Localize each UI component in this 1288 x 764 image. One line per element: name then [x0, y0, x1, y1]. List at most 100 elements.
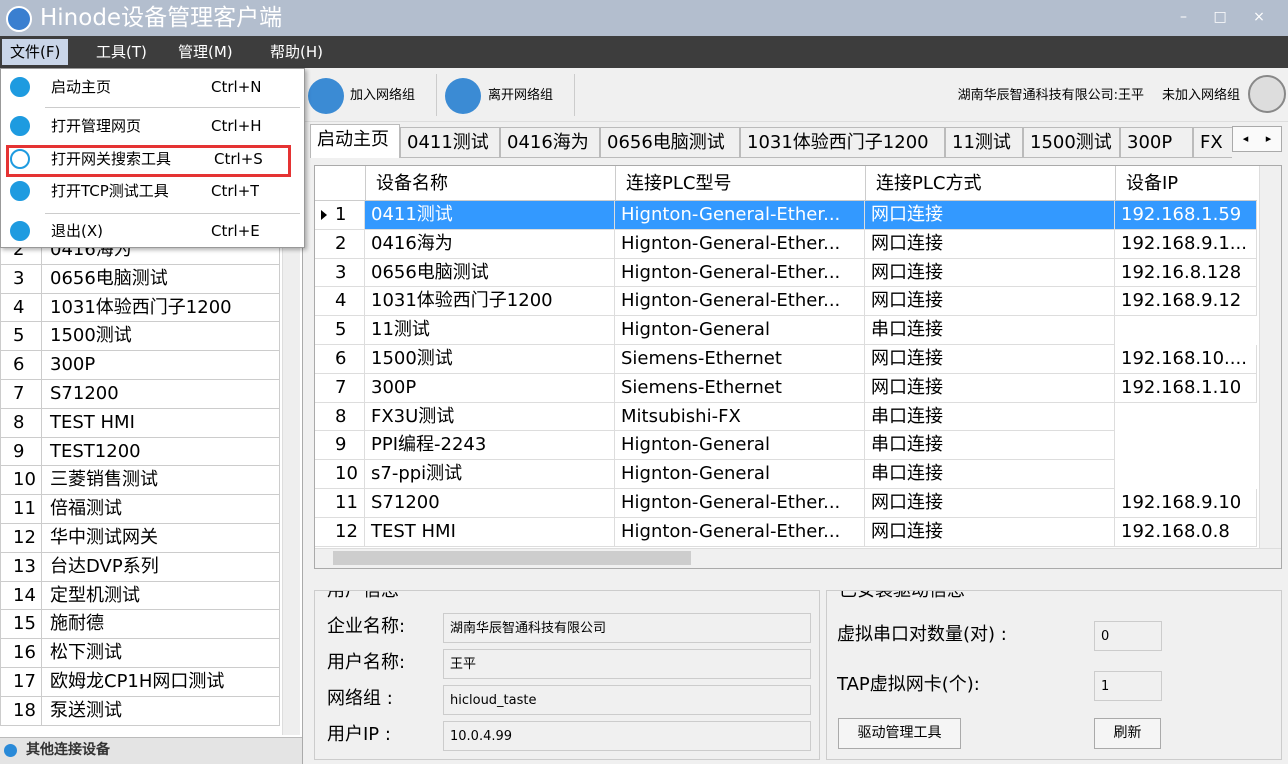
device-name[interactable]: S71200 [42, 380, 280, 409]
tab[interactable]: 1500测试 [1023, 127, 1120, 158]
table-cell[interactable]: Siemens-Ethernet [615, 345, 865, 374]
table-cell[interactable]: Hignton-General [615, 431, 865, 461]
device-name[interactable]: 1500测试 [42, 322, 280, 352]
table-cell[interactable]: 网口连接 [865, 517, 1115, 547]
table-cell[interactable]: 网口连接 [865, 258, 1115, 288]
row-number[interactable]: 10 [315, 460, 365, 489]
device-name[interactable]: 欧姆龙CP1H网口测试 [42, 668, 280, 697]
menu-item-shortcut[interactable]: Ctrl+H [211, 117, 262, 135]
device-name[interactable]: 300P [42, 351, 280, 380]
device-name[interactable]: 松下测试 [42, 639, 280, 668]
row-number[interactable]: 8 [315, 402, 365, 432]
menu-item[interactable]: 管理(M) [178, 43, 233, 61]
row-number[interactable]: 11 [315, 489, 365, 518]
menu-item-label[interactable]: 打开TCP测试工具 [51, 182, 169, 200]
table-cell[interactable]: Hignton-General [615, 460, 865, 489]
menu-item[interactable]: 文件(F) [2, 39, 69, 65]
table-cell[interactable]: Siemens-Ethernet [615, 373, 865, 403]
button[interactable]: 刷新 [1094, 718, 1161, 749]
menu-item-label[interactable]: 打开管理网页 [51, 117, 142, 135]
table-cell[interactable]: 192.168.9.12 [1115, 287, 1257, 317]
table-cell[interactable]: 网口连接 [865, 287, 1115, 317]
tab[interactable]: FX [1193, 127, 1232, 158]
row-number[interactable]: 1 [315, 201, 365, 230]
table-cell[interactable]: 0656电脑测试 [365, 258, 615, 288]
table-cell[interactable]: 网口连接 [865, 373, 1115, 403]
table-cell[interactable]: 0416海为 [365, 229, 615, 259]
menu-item-shortcut[interactable]: Ctrl+N [211, 78, 262, 96]
table-cell[interactable]: 网口连接 [865, 229, 1115, 259]
button[interactable]: 驱动管理工具 [838, 718, 961, 749]
table-cell[interactable]: 串口连接 [865, 460, 1115, 489]
table-cell[interactable]: 300P [365, 373, 615, 403]
table-cell[interactable]: 串口连接 [865, 316, 1115, 345]
table-cell[interactable]: Hignton-General-Ether... [615, 201, 865, 230]
device-name[interactable]: 华中测试网关 [42, 524, 280, 553]
table-cell[interactable]: FX3U测试 [365, 402, 615, 432]
device-name[interactable]: 泵送测试 [42, 696, 280, 726]
menu-item-label[interactable]: 启动主页 [51, 78, 112, 96]
menu-item-shortcut[interactable]: Ctrl+S [214, 150, 263, 168]
table-cell[interactable]: 11测试 [365, 316, 615, 345]
table-cell[interactable]: Mitsubishi-FX [615, 402, 865, 432]
device-name[interactable]: TEST HMI [42, 408, 280, 438]
table-cell[interactable]: 192.168.9.1... [1115, 229, 1257, 259]
row-number[interactable]: 2 [315, 229, 365, 259]
tab[interactable]: 11测试 [945, 127, 1023, 158]
tab[interactable]: 300P [1120, 127, 1193, 158]
row-number[interactable]: 3 [315, 258, 365, 288]
table-cell[interactable]: 网口连接 [865, 345, 1115, 374]
table-cell[interactable]: 192.16.8.128 [1115, 258, 1257, 288]
table-cell[interactable]: S71200 [365, 489, 615, 518]
table-cell[interactable]: 网口连接 [865, 201, 1115, 230]
table-cell[interactable]: 网口连接 [865, 489, 1115, 518]
table-cell[interactable]: 串口连接 [865, 431, 1115, 461]
device-name[interactable]: 台达DVP系列 [42, 552, 280, 582]
table-cell[interactable]: s7-ppi测试 [365, 460, 615, 489]
table-cell[interactable]: Hignton-General-Ether... [615, 229, 865, 259]
tab[interactable]: 0411测试 [400, 127, 500, 158]
table-cell[interactable]: 192.168.0.8 [1115, 517, 1257, 547]
tab-scroll-arrows[interactable]: ◂ ▸ [1232, 126, 1282, 152]
table-cell[interactable]: 1031体验西门子1200 [365, 287, 615, 317]
window-controls[interactable]: – □ × [1180, 9, 1265, 25]
row-number[interactable]: 4 [315, 287, 365, 317]
leave-button[interactable]: 离开网络组 [488, 88, 554, 103]
row-number[interactable]: 12 [315, 517, 365, 547]
menu-item[interactable]: 工具(T) [96, 43, 147, 61]
table-cell[interactable]: Hignton-General-Ether... [615, 489, 865, 518]
row-number[interactable]: 7 [315, 373, 365, 403]
join-button[interactable]: 加入网络组 [350, 88, 416, 103]
row-number[interactable]: 5 [315, 316, 365, 345]
table-cell[interactable]: 192.168.10.... [1115, 345, 1257, 374]
table-cell[interactable]: 1500测试 [365, 345, 615, 374]
menu-item-shortcut[interactable]: Ctrl+T [211, 182, 260, 200]
device-name[interactable]: 倍福测试 [42, 495, 280, 524]
device-name[interactable]: 三菱销售测试 [42, 466, 280, 496]
table-cell[interactable]: 192.168.1.59 [1115, 201, 1257, 230]
tab[interactable]: 1031体验西门子1200 [740, 127, 945, 158]
device-name[interactable]: 1031体验西门子1200 [42, 293, 280, 323]
table-cell[interactable]: Hignton-General-Ether... [615, 258, 865, 288]
menu-item-label[interactable]: 打开网关搜索工具 [51, 150, 172, 168]
tab[interactable]: 0416海为 [500, 127, 600, 158]
table-cell[interactable]: 串口连接 [865, 402, 1115, 432]
device-name[interactable]: 定型机测试 [42, 581, 280, 611]
table-cell[interactable]: PPI编程-2243 [365, 431, 615, 461]
table-cell[interactable]: 0411测试 [365, 201, 615, 230]
device-name[interactable]: TEST1200 [42, 437, 280, 467]
table-cell[interactable]: Hignton-General-Ether... [615, 517, 865, 547]
device-name[interactable]: 0656电脑测试 [42, 264, 280, 294]
device-name[interactable]: 施耐德 [42, 610, 280, 640]
table-cell[interactable]: Hignton-General [615, 316, 865, 345]
table-cell[interactable]: Hignton-General-Ether... [615, 287, 865, 317]
table-cell[interactable]: 192.168.9.10 [1115, 489, 1257, 518]
tab[interactable]: 启动主页 [310, 124, 400, 158]
table-cell[interactable]: TEST HMI [365, 517, 615, 547]
tab[interactable]: 0656电脑测试 [600, 127, 740, 158]
menu-item-shortcut[interactable]: Ctrl+E [211, 222, 260, 240]
table-cell[interactable]: 192.168.1.10 [1115, 373, 1257, 403]
menu-item-label[interactable]: 退出(X) [51, 222, 103, 240]
row-number[interactable]: 9 [315, 431, 365, 461]
menu-item[interactable]: 帮助(H) [270, 43, 323, 61]
